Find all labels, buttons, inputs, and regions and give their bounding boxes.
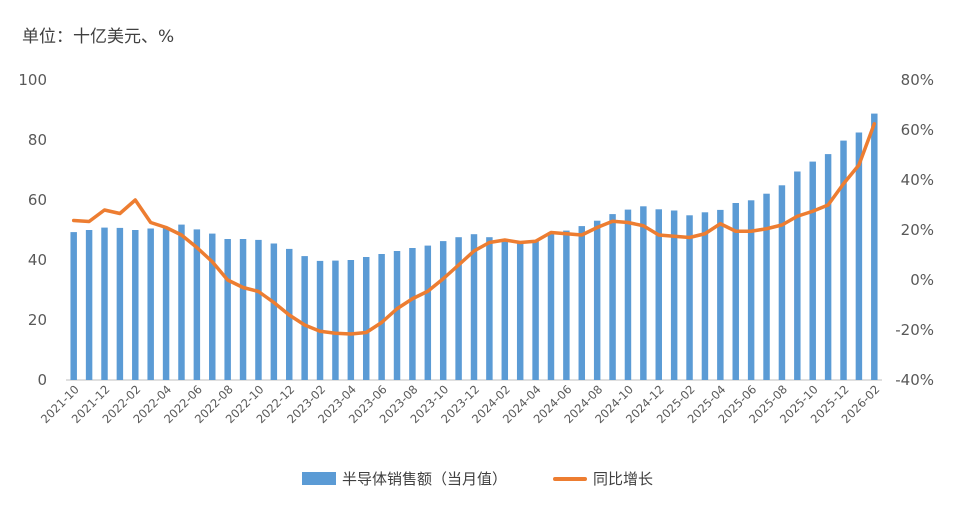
right-tick-60%: 60%: [901, 121, 934, 139]
bar-2022-11: [270, 243, 278, 380]
bar-2024-03: [516, 242, 524, 380]
right-tick-40%: 40%: [901, 171, 934, 189]
bar-2022-10: [255, 239, 262, 380]
right-tick--40%: -40%: [895, 371, 934, 389]
legend-bar-label: 半导体销售额（当月值）: [341, 470, 507, 488]
bars-group: [70, 113, 878, 380]
bar-2022-02: [132, 230, 139, 380]
right-tick--20%: -20%: [895, 321, 934, 339]
bar-2024-02: [501, 241, 509, 380]
bar-2023-09: [424, 245, 432, 380]
legend-item-bar: 半导体销售额（当月值）: [301, 468, 507, 489]
left-tick-20: 20: [28, 311, 47, 329]
right-tick-20%: 20%: [901, 221, 934, 239]
bar-2023-01: [301, 256, 308, 380]
bar-2022-04: [162, 227, 170, 380]
right-tick-0%: 0%: [910, 271, 934, 289]
bar-2025-08: [778, 185, 786, 380]
left-tick-80: 80: [28, 131, 47, 149]
bar-2022-09: [239, 239, 247, 380]
bar-2024-12: [655, 209, 662, 380]
bar-2021-11: [85, 230, 93, 380]
bar-2022-08: [224, 239, 231, 380]
bar-2025-11: [824, 154, 832, 380]
bar-2023-06: [378, 254, 385, 380]
bar-2022-06: [193, 229, 201, 380]
legend-bar-swatch: [301, 472, 336, 485]
bar-2023-04: [347, 260, 355, 380]
bar-2023-11: [455, 237, 462, 380]
bar-2022-03: [147, 228, 154, 380]
left-tick-60: 60: [28, 191, 47, 209]
bar-2023-03: [332, 260, 339, 380]
bar-2024-04: [532, 240, 539, 380]
line-group: [71, 122, 877, 336]
legend-item-line: 同比增长: [553, 468, 653, 489]
unit-label: 单位：十亿美元、%: [22, 27, 175, 47]
bar-2023-10: [439, 241, 447, 380]
bar-2021-12: [101, 227, 108, 380]
bar-2022-05: [178, 224, 185, 380]
right-tick-80%: 80%: [901, 71, 934, 89]
bar-2024-06: [563, 230, 570, 380]
left-axis-ticks: 0 20 40 60 80 100: [18, 71, 47, 389]
bar-2023-02: [316, 260, 324, 380]
bar-2026-02: [871, 113, 878, 380]
bar-2024-08: [593, 220, 601, 380]
bar-2025-01: [670, 210, 678, 380]
bar-2024-07: [578, 226, 586, 380]
bar-2025-09: [794, 171, 801, 380]
x-axis-ticks: 2021-102021-122022-022022-042022-062022-…: [38, 382, 882, 426]
bar-2023-07: [393, 251, 401, 380]
bar-2021-10: [70, 232, 77, 380]
bar-2023-08: [409, 248, 416, 380]
bar-2024-09: [609, 214, 616, 380]
bar-2023-12: [470, 234, 478, 380]
bar-2025-12: [840, 140, 847, 380]
bar-2025-06: [747, 200, 755, 380]
bar-2025-04: [717, 209, 724, 380]
bar-2025-03: [701, 212, 709, 380]
left-tick-40: 40: [28, 251, 47, 269]
bar-2022-01: [116, 227, 124, 380]
bar-2024-05: [547, 232, 555, 380]
legend-line-label: 同比增长: [593, 470, 654, 488]
bar-2026-01: [855, 132, 863, 380]
bar-2025-05: [732, 203, 739, 380]
bar-2024-11: [640, 206, 647, 380]
bar-2025-07: [763, 193, 770, 380]
bar-2024-10: [624, 209, 632, 380]
bar-2025-02: [686, 215, 693, 380]
bar-2025-10: [809, 161, 816, 380]
legend-line-swatch: [553, 476, 587, 481]
bar-2023-05: [362, 257, 370, 380]
right-axis-ticks: -40% -20% 0% 20% 40% 60% 80%: [895, 71, 934, 389]
legend: 半导体销售额（当月值） 同比增长: [0, 468, 955, 489]
bar-2024-01: [486, 237, 493, 380]
left-tick-0: 0: [37, 371, 47, 389]
left-tick-100: 100: [18, 71, 47, 89]
yoy-growth-line: [71, 122, 877, 336]
bar-2022-07: [209, 233, 216, 380]
